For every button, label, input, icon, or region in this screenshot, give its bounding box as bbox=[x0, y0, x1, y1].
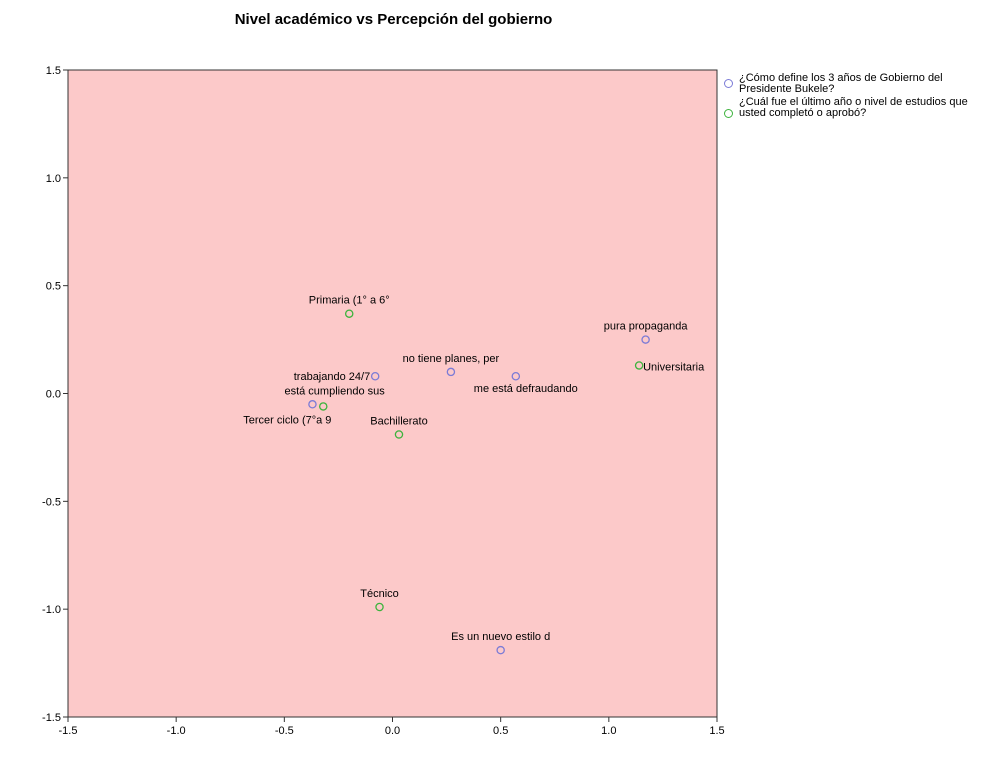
data-point bbox=[641, 335, 650, 344]
legend-marker-circle-icon bbox=[724, 79, 733, 88]
x-tick-label: -1.5 bbox=[59, 725, 78, 737]
x-tick-label: -0.5 bbox=[275, 725, 294, 737]
data-point bbox=[308, 400, 317, 409]
y-tick-label: -1.0 bbox=[42, 604, 61, 616]
y-tick-label: 0.0 bbox=[46, 389, 61, 401]
data-point bbox=[446, 367, 456, 377]
y-tick-label: -1.5 bbox=[42, 712, 61, 724]
data-point bbox=[344, 309, 354, 318]
y-tick-label: 1.0 bbox=[46, 173, 61, 185]
data-points: pura propaganda no tiene planes, per me es… bbox=[243, 295, 705, 655]
data-point bbox=[370, 371, 380, 381]
point-label: me está defraudando bbox=[474, 383, 578, 395]
point-label: no tiene planes, per bbox=[403, 353, 500, 365]
plot-area bbox=[67, 69, 718, 718]
data-point bbox=[511, 371, 521, 381]
legend-marker-circle-icon bbox=[724, 109, 733, 118]
point-label: Técnico bbox=[360, 588, 399, 600]
point-label: Bachillerato bbox=[370, 415, 427, 427]
data-point bbox=[394, 430, 404, 439]
point-label: trabajando 24/7 bbox=[294, 371, 370, 383]
x-tick-label: -1.0 bbox=[167, 725, 186, 737]
data-point bbox=[375, 602, 384, 612]
point-label: Es un nuevo estilo d bbox=[451, 631, 550, 643]
y-tick-label: 1.5 bbox=[46, 65, 61, 77]
chart-title: Nivel académico vs Percepción del gobier… bbox=[234, 11, 553, 28]
x-tick-label: 1.5 bbox=[709, 725, 724, 737]
point-label: pura propaganda bbox=[604, 321, 689, 333]
point-label: Universitaria bbox=[643, 361, 705, 373]
legend-item-series-1: ¿Cómo define los 3 años de Gobierno del … bbox=[723, 73, 983, 95]
x-tick-label: 0.0 bbox=[385, 725, 400, 737]
point-label: está cumpliendo sus bbox=[284, 385, 385, 397]
legend-item-series-2: ¿Cuál fue el último año o nivel de estud… bbox=[723, 97, 983, 119]
data-point bbox=[634, 361, 644, 370]
x-axis: -1.5 -1.0 -0.5 0.0 0.5 1.0 1.5 bbox=[59, 717, 725, 737]
x-tick-label: 0.5 bbox=[493, 725, 508, 737]
y-tick-label: -0.5 bbox=[42, 496, 61, 508]
legend-label: ¿Cuál fue el último año o nivel de estud… bbox=[739, 96, 968, 119]
legend: ¿Cómo define los 3 años de Gobierno del … bbox=[723, 73, 983, 121]
y-tick-label: 0.5 bbox=[46, 281, 61, 293]
data-point bbox=[496, 645, 505, 655]
x-tick-label: 1.0 bbox=[601, 725, 616, 737]
y-axis: 1.5 1.0 0.5 0.0 -0.5 -1.0 -1.5 bbox=[42, 65, 68, 724]
legend-label: ¿Cómo define los 3 años de Gobierno del … bbox=[739, 72, 943, 95]
point-label: Primaria (1° a 6° bbox=[309, 295, 390, 307]
point-label: Tercer ciclo (7°a 9 bbox=[243, 414, 331, 426]
data-point bbox=[319, 402, 328, 411]
